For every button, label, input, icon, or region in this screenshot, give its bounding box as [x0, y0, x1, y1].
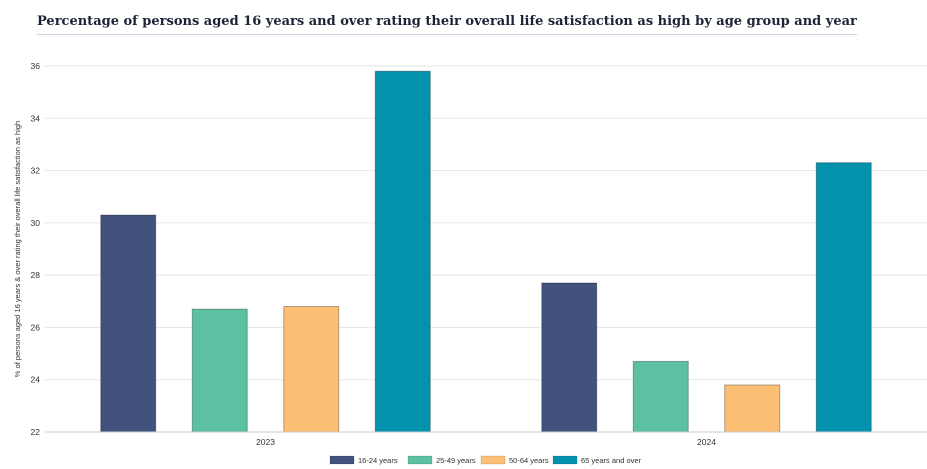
bar-25-49-years-2024[interactable] — [632, 360, 689, 433]
y-tick-label: 26 — [31, 322, 41, 332]
legend-label[interactable]: 65 years and over — [581, 456, 642, 465]
bar-16-24-years-2024[interactable] — [541, 282, 598, 433]
legend-label[interactable]: 50-64 years — [509, 456, 549, 465]
legend: 16-24 years 25-49 years 50-64 years 65 year… — [329, 455, 642, 465]
legend-swatch — [552, 455, 578, 465]
y-tick-label: 30 — [31, 218, 41, 228]
chart-title: Percentage of persons aged 16 years and … — [37, 14, 857, 35]
bar-16-24-years-2023[interactable] — [100, 214, 157, 433]
legend-label[interactable]: 16-24 years — [358, 456, 398, 465]
y-tick-label: 28 — [31, 270, 41, 280]
bar-65-years-and-over-2024[interactable] — [815, 162, 872, 433]
bar-25-49-years-2023[interactable] — [191, 308, 248, 433]
bar-50-64-years-2023[interactable] — [283, 306, 340, 433]
y-tick-label: 36 — [31, 61, 41, 71]
y-axis-title: % of persons aged 16 years & over rating… — [13, 121, 22, 377]
legend-swatch — [329, 455, 355, 465]
bar-65-years-and-over-2023[interactable] — [374, 70, 431, 433]
x-tick-label: 2024 — [697, 437, 716, 447]
y-tick-label: 34 — [31, 113, 41, 123]
x-tick-label: 2023 — [256, 437, 275, 447]
gridlines — [45, 65, 927, 381]
y-tick-label: 22 — [31, 427, 41, 437]
legend-swatch — [480, 455, 506, 465]
bars — [100, 70, 872, 433]
y-tick-label: 32 — [31, 166, 41, 176]
bar-50-64-years-2024[interactable] — [724, 384, 781, 433]
y-tick-label: 24 — [31, 375, 41, 385]
legend-label[interactable]: 25-49 years — [436, 456, 476, 465]
legend-swatch — [407, 455, 433, 465]
axes: 22 24 26 28 30 32 34 36 2023 2024 — [31, 61, 927, 447]
